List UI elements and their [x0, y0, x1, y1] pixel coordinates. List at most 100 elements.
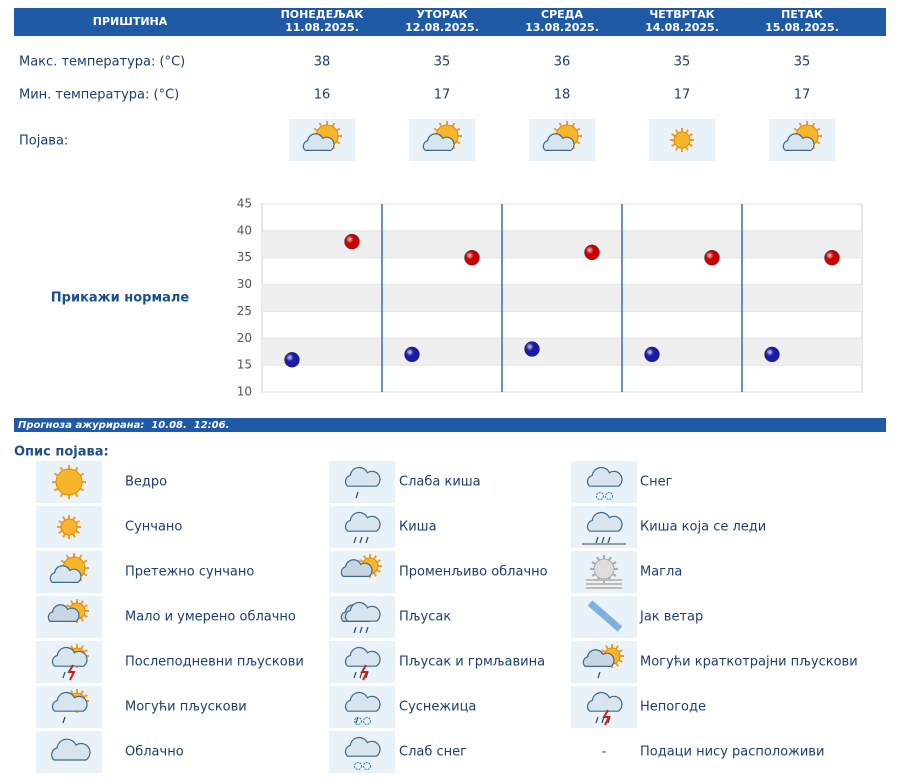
- icon: [329, 731, 395, 773]
- icon: [329, 551, 395, 593]
- sun-ray: [671, 133, 676, 137]
- legend-label: Променљиво облачно: [399, 565, 548, 580]
- icon: [36, 551, 102, 593]
- drop: [62, 716, 66, 724]
- sun-ray: [811, 122, 816, 127]
- cloud: [586, 691, 623, 712]
- sun-ray: [80, 645, 84, 650]
- sun-ray: [313, 127, 318, 132]
- row-label: Мин. температура: (°C): [19, 88, 179, 103]
- sun: [60, 518, 78, 536]
- sun-ray: [83, 614, 88, 618]
- sun-ray: [688, 133, 693, 137]
- temp-value: 17: [674, 88, 691, 103]
- icon: [36, 641, 102, 683]
- cloud: [782, 133, 815, 151]
- point-shine: [764, 346, 780, 362]
- icon: [571, 686, 637, 728]
- sun-ray: [53, 472, 59, 477]
- sun-ray: [78, 554, 83, 559]
- cloud: [47, 604, 80, 622]
- sun-ray: [615, 662, 619, 667]
- temp-value: 18: [554, 88, 571, 103]
- sun-ray: [70, 600, 74, 605]
- city: ПРИШТИНА: [93, 15, 168, 28]
- point-shine: [644, 346, 660, 362]
- grid-band: [262, 338, 862, 366]
- day-name: СРЕДА: [541, 8, 583, 21]
- sun-ray: [601, 649, 606, 653]
- sun-ray: [83, 572, 88, 577]
- sun-ray: [80, 690, 84, 695]
- sun-ray: [53, 487, 59, 492]
- sun-ray: [373, 572, 377, 577]
- legend-label: Послеподневни пљускови: [125, 655, 304, 670]
- icon: [36, 731, 102, 773]
- day-date: 15.08.2025.: [765, 21, 839, 34]
- sun-ray: [74, 492, 79, 498]
- y-tick-label: 25: [237, 304, 252, 318]
- snow: [363, 717, 371, 725]
- legend-label: Подаци нису расположиви: [640, 745, 824, 760]
- sun-ray: [553, 127, 558, 132]
- sun-ray: [83, 694, 88, 698]
- sun-ray: [83, 604, 88, 608]
- point-shine: [824, 250, 840, 266]
- icon: [289, 119, 355, 161]
- y-tick-label: 30: [237, 277, 252, 291]
- snow: [596, 492, 604, 500]
- sun-ray: [793, 127, 798, 132]
- sun-ray: [376, 569, 381, 573]
- cloud: [344, 691, 381, 712]
- sun-ray: [591, 561, 596, 565]
- sun-ray: [612, 561, 617, 565]
- legend-label: Могући краткотрајни пљускови: [640, 655, 858, 670]
- legend-label: Претежно сунчано: [125, 565, 254, 580]
- sun-ray: [576, 127, 581, 132]
- wind: [587, 600, 623, 632]
- updated: Прогноза ажурирана: 10.08. 12:06.: [18, 420, 229, 431]
- day-date: 12.08.2025.: [405, 21, 479, 34]
- icon: [36, 461, 102, 503]
- point-shine: [344, 234, 360, 250]
- drop: [601, 716, 605, 724]
- sun-ray: [83, 559, 88, 564]
- icon: [329, 686, 395, 728]
- point-shine: [464, 250, 480, 266]
- show-normals[interactable]: Прикажи нормале: [51, 291, 190, 306]
- temp-value: 17: [434, 88, 451, 103]
- legend-label: Слаб снег: [399, 745, 467, 760]
- sun-ray: [816, 140, 821, 145]
- sun-ray: [558, 122, 563, 127]
- cloud: [344, 466, 381, 487]
- point-shine: [284, 352, 300, 368]
- cloud: [542, 133, 575, 151]
- snow: [354, 717, 362, 725]
- drop: [353, 536, 357, 544]
- legend-label: Мало и умерено облачно: [125, 610, 296, 625]
- y-tick-label: 35: [237, 250, 252, 264]
- icon: [571, 461, 637, 503]
- cloud: [422, 133, 455, 151]
- legend-label: Облачно: [125, 745, 184, 760]
- snow: [363, 762, 371, 770]
- sun-ray: [571, 122, 576, 127]
- icon: [36, 686, 102, 728]
- icon: [329, 596, 395, 638]
- sun-ray: [72, 533, 76, 538]
- sun-ray: [596, 556, 600, 561]
- legend-label: Ведро: [125, 475, 167, 490]
- sun-ray: [456, 140, 461, 145]
- temp-value: 35: [674, 55, 691, 70]
- drop: [62, 671, 66, 679]
- icon: [36, 596, 102, 638]
- footer-bar: [14, 418, 886, 432]
- snow: [605, 492, 613, 500]
- sun-ray: [685, 146, 689, 151]
- cloud: [51, 646, 88, 667]
- legend-label: Јак ветар: [639, 610, 703, 625]
- day-name: ПОНЕДЕЉАК: [281, 8, 364, 21]
- bolt: [602, 709, 611, 726]
- sun-ray: [363, 555, 367, 560]
- temp-value: 38: [314, 55, 331, 70]
